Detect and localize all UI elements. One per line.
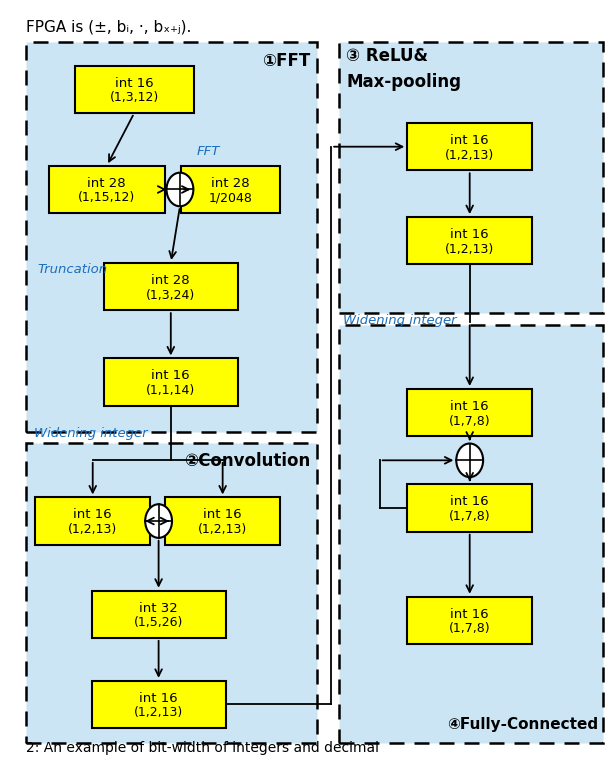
FancyBboxPatch shape xyxy=(26,42,317,432)
Text: int 16: int 16 xyxy=(139,691,178,704)
Text: int 16: int 16 xyxy=(450,607,489,620)
Text: (1,2,13): (1,2,13) xyxy=(445,149,494,162)
Text: 1/2048: 1/2048 xyxy=(209,192,253,205)
Text: int 16: int 16 xyxy=(203,508,242,521)
Text: ②Convolution: ②Convolution xyxy=(184,452,310,471)
Text: int 32: int 32 xyxy=(139,601,178,614)
Text: Max-pooling: Max-pooling xyxy=(346,73,462,91)
Bar xyxy=(104,263,238,310)
Text: int 16: int 16 xyxy=(450,228,489,241)
Bar xyxy=(165,497,280,545)
Text: int 16: int 16 xyxy=(450,400,489,413)
Text: int 16: int 16 xyxy=(73,508,112,521)
Text: (1,7,8): (1,7,8) xyxy=(449,510,490,523)
Text: Truncation: Truncation xyxy=(38,263,108,277)
Bar xyxy=(181,166,280,213)
Text: ④Fully-Connected: ④Fully-Connected xyxy=(447,717,598,732)
Text: FPGA is (±, bᵢ, ·, bₓ₊ⱼ).: FPGA is (±, bᵢ, ·, bₓ₊ⱼ). xyxy=(26,19,191,34)
Text: Widening integer: Widening integer xyxy=(34,427,147,441)
Bar xyxy=(49,166,165,213)
Text: (1,7,8): (1,7,8) xyxy=(449,623,490,636)
Bar xyxy=(407,389,532,436)
Text: int 16: int 16 xyxy=(151,369,190,382)
Text: int 28: int 28 xyxy=(87,176,126,189)
FancyBboxPatch shape xyxy=(339,325,603,743)
Bar xyxy=(104,358,238,406)
Text: (1,1,14): (1,1,14) xyxy=(146,384,195,397)
Text: int 28: int 28 xyxy=(211,176,250,189)
Bar xyxy=(407,217,532,264)
Text: ①FFT: ①FFT xyxy=(262,52,310,70)
Text: (1,2,13): (1,2,13) xyxy=(134,707,183,720)
Text: FFT: FFT xyxy=(197,144,220,158)
Bar xyxy=(92,591,226,638)
Bar xyxy=(74,66,194,113)
Text: (1,2,13): (1,2,13) xyxy=(445,243,494,256)
Text: int 16: int 16 xyxy=(450,134,489,147)
Text: Widening integer: Widening integer xyxy=(343,314,456,328)
Bar xyxy=(35,497,150,545)
Bar xyxy=(407,123,532,170)
Text: (1,7,8): (1,7,8) xyxy=(449,415,490,428)
Text: (1,2,13): (1,2,13) xyxy=(68,523,117,536)
Bar xyxy=(92,681,226,728)
Text: 2: An example of bit-width of integers and decimal: 2: An example of bit-width of integers a… xyxy=(26,741,379,755)
Text: ③ ReLU&: ③ ReLU& xyxy=(346,47,428,66)
Circle shape xyxy=(456,443,483,477)
FancyBboxPatch shape xyxy=(26,443,317,743)
Text: int 28: int 28 xyxy=(151,274,190,286)
Text: (1,15,12): (1,15,12) xyxy=(78,192,135,205)
Circle shape xyxy=(167,173,193,206)
Text: int 16: int 16 xyxy=(115,76,154,89)
Text: (1,5,26): (1,5,26) xyxy=(134,617,183,630)
Text: int 16: int 16 xyxy=(450,495,489,508)
Text: (1,3,24): (1,3,24) xyxy=(146,289,195,302)
Text: (1,2,13): (1,2,13) xyxy=(198,523,247,536)
Circle shape xyxy=(145,504,172,538)
FancyBboxPatch shape xyxy=(339,42,603,313)
Text: (1,3,12): (1,3,12) xyxy=(110,92,159,105)
Bar xyxy=(407,484,532,532)
Bar xyxy=(407,597,532,644)
